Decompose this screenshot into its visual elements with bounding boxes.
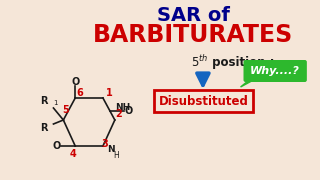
Text: NH: NH bbox=[115, 102, 130, 111]
Text: N: N bbox=[107, 145, 115, 154]
Text: 1: 1 bbox=[106, 88, 112, 98]
Text: R: R bbox=[40, 123, 47, 133]
Text: 2: 2 bbox=[116, 109, 122, 119]
Text: O: O bbox=[52, 141, 60, 151]
Text: SAR of: SAR of bbox=[156, 6, 229, 24]
Text: 6: 6 bbox=[77, 88, 84, 98]
Text: BARBITURATES: BARBITURATES bbox=[93, 23, 293, 47]
Text: Why....?: Why....? bbox=[250, 66, 300, 76]
Text: position :: position : bbox=[208, 55, 274, 69]
FancyBboxPatch shape bbox=[244, 60, 307, 82]
FancyBboxPatch shape bbox=[155, 90, 253, 112]
Text: 3: 3 bbox=[101, 139, 108, 149]
Text: 1: 1 bbox=[53, 100, 58, 106]
Text: O: O bbox=[71, 77, 79, 87]
Text: 4: 4 bbox=[70, 149, 76, 159]
Text: R: R bbox=[40, 96, 47, 106]
Text: 5: 5 bbox=[62, 105, 69, 115]
Polygon shape bbox=[241, 79, 255, 87]
Text: O: O bbox=[124, 106, 133, 116]
Text: Disubstituted: Disubstituted bbox=[159, 94, 249, 107]
Text: $5^{th}$: $5^{th}$ bbox=[191, 54, 209, 70]
Text: H: H bbox=[113, 150, 119, 159]
